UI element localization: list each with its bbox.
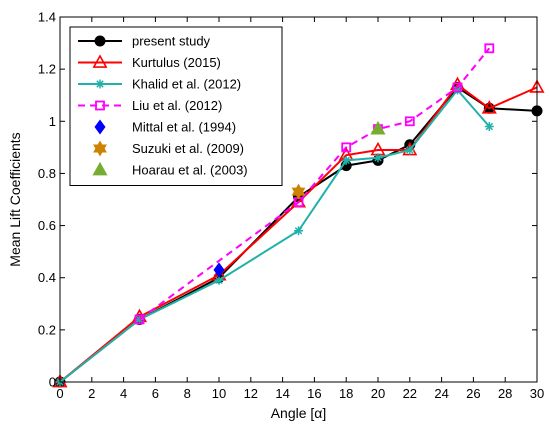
data-point: [402, 141, 418, 156]
series-mittal-et-al-1994: [213, 262, 225, 278]
x-axis-label: Angle [α]: [271, 405, 327, 421]
legend-label: Suzuki et al. (2009): [132, 141, 244, 156]
x-tick-label: 2: [88, 386, 95, 401]
series-suzuki-et-al-2009: [291, 183, 306, 200]
legend-label: Liu et al. (2012): [132, 98, 222, 113]
data-point: [370, 120, 386, 135]
legend-label: Khalid et al. (2012): [132, 77, 241, 92]
y-tick-label: 0: [49, 375, 56, 390]
x-tick-label: 28: [498, 386, 512, 401]
data-point: [404, 116, 415, 127]
y-tick-label: 0.4: [38, 270, 56, 285]
legend: present study Kurtulus (2015) Khalid et al…: [69, 26, 283, 186]
x-tick-label: 24: [434, 386, 448, 401]
legend-item: Liu et al. (2012): [78, 98, 222, 113]
legend-item: Mittal et al. (1994): [94, 119, 236, 135]
data-point: [341, 155, 351, 165]
data-point: [213, 262, 225, 278]
data-point: [52, 373, 68, 388]
x-tick-label: 0: [56, 386, 63, 401]
legend-item: Hoarau et al. (2003): [92, 161, 248, 178]
data-point: [294, 226, 303, 236]
x-tick-label: 12: [244, 386, 258, 401]
plot-area: [52, 43, 545, 388]
legend-marker: [94, 35, 106, 47]
series-khalid-et-al-2012: [55, 85, 494, 387]
y-tick-label: 1: [49, 114, 56, 129]
x-tick-label: 8: [184, 386, 191, 401]
series-hoarau-et-al-2003: [370, 120, 386, 135]
y-tick-label: 0.6: [38, 218, 56, 233]
series-line: [59, 86, 538, 383]
data-point: [484, 43, 495, 54]
legend-marker: [93, 140, 107, 157]
legend-marker: [95, 79, 105, 89]
legend-marker: [95, 100, 105, 111]
series-line: [59, 83, 538, 383]
data-point: [481, 100, 497, 114]
x-tick-label: 16: [307, 386, 321, 401]
data-point: [373, 153, 383, 163]
legend-marker: [94, 119, 106, 135]
x-tick-label: 4: [120, 386, 127, 401]
x-tick-label: 22: [403, 386, 417, 401]
data-point: [452, 82, 463, 93]
data-point: [405, 145, 415, 155]
legend-item: Khalid et al. (2012): [78, 77, 241, 92]
legend-label: present study: [132, 34, 211, 49]
data-point: [341, 142, 352, 153]
data-point: [291, 183, 306, 200]
legend-label: Mittal et al. (1994): [132, 120, 236, 135]
legend-label: Kurtulus (2015): [132, 55, 221, 70]
x-tick-label: 6: [152, 386, 159, 401]
data-point: [134, 314, 145, 325]
data-point: [484, 122, 494, 131]
legend-marker: [92, 161, 108, 176]
y-axis-label: Mean Lift Coefficients: [7, 132, 23, 266]
x-tick-label: 10: [212, 386, 226, 401]
y-tick-label: 0.2: [38, 322, 56, 337]
x-tick-label: 20: [371, 386, 385, 401]
y-tick-label: 1.2: [38, 62, 56, 77]
x-tick-label: 26: [466, 386, 480, 401]
x-tick-label: 14: [275, 386, 289, 401]
x-tick-label: 18: [339, 386, 353, 401]
legend-item: Kurtulus (2015): [78, 54, 221, 70]
plot-frame: [59, 16, 538, 383]
legend-item: Suzuki et al. (2009): [93, 140, 244, 157]
y-tick-label: 1.4: [38, 10, 56, 25]
axes: 0 2 4 6 8 10 12 14 16 18 20 22 24 26 28 3000.20.40.60.8…: [38, 10, 544, 402]
legend-item: present study: [78, 34, 211, 49]
x-tick-label: 30: [530, 386, 544, 401]
y-tick-label: 0.8: [38, 166, 56, 181]
legend-marker: [92, 54, 108, 68]
legend-label: Hoarau et al. (2003): [132, 163, 248, 178]
